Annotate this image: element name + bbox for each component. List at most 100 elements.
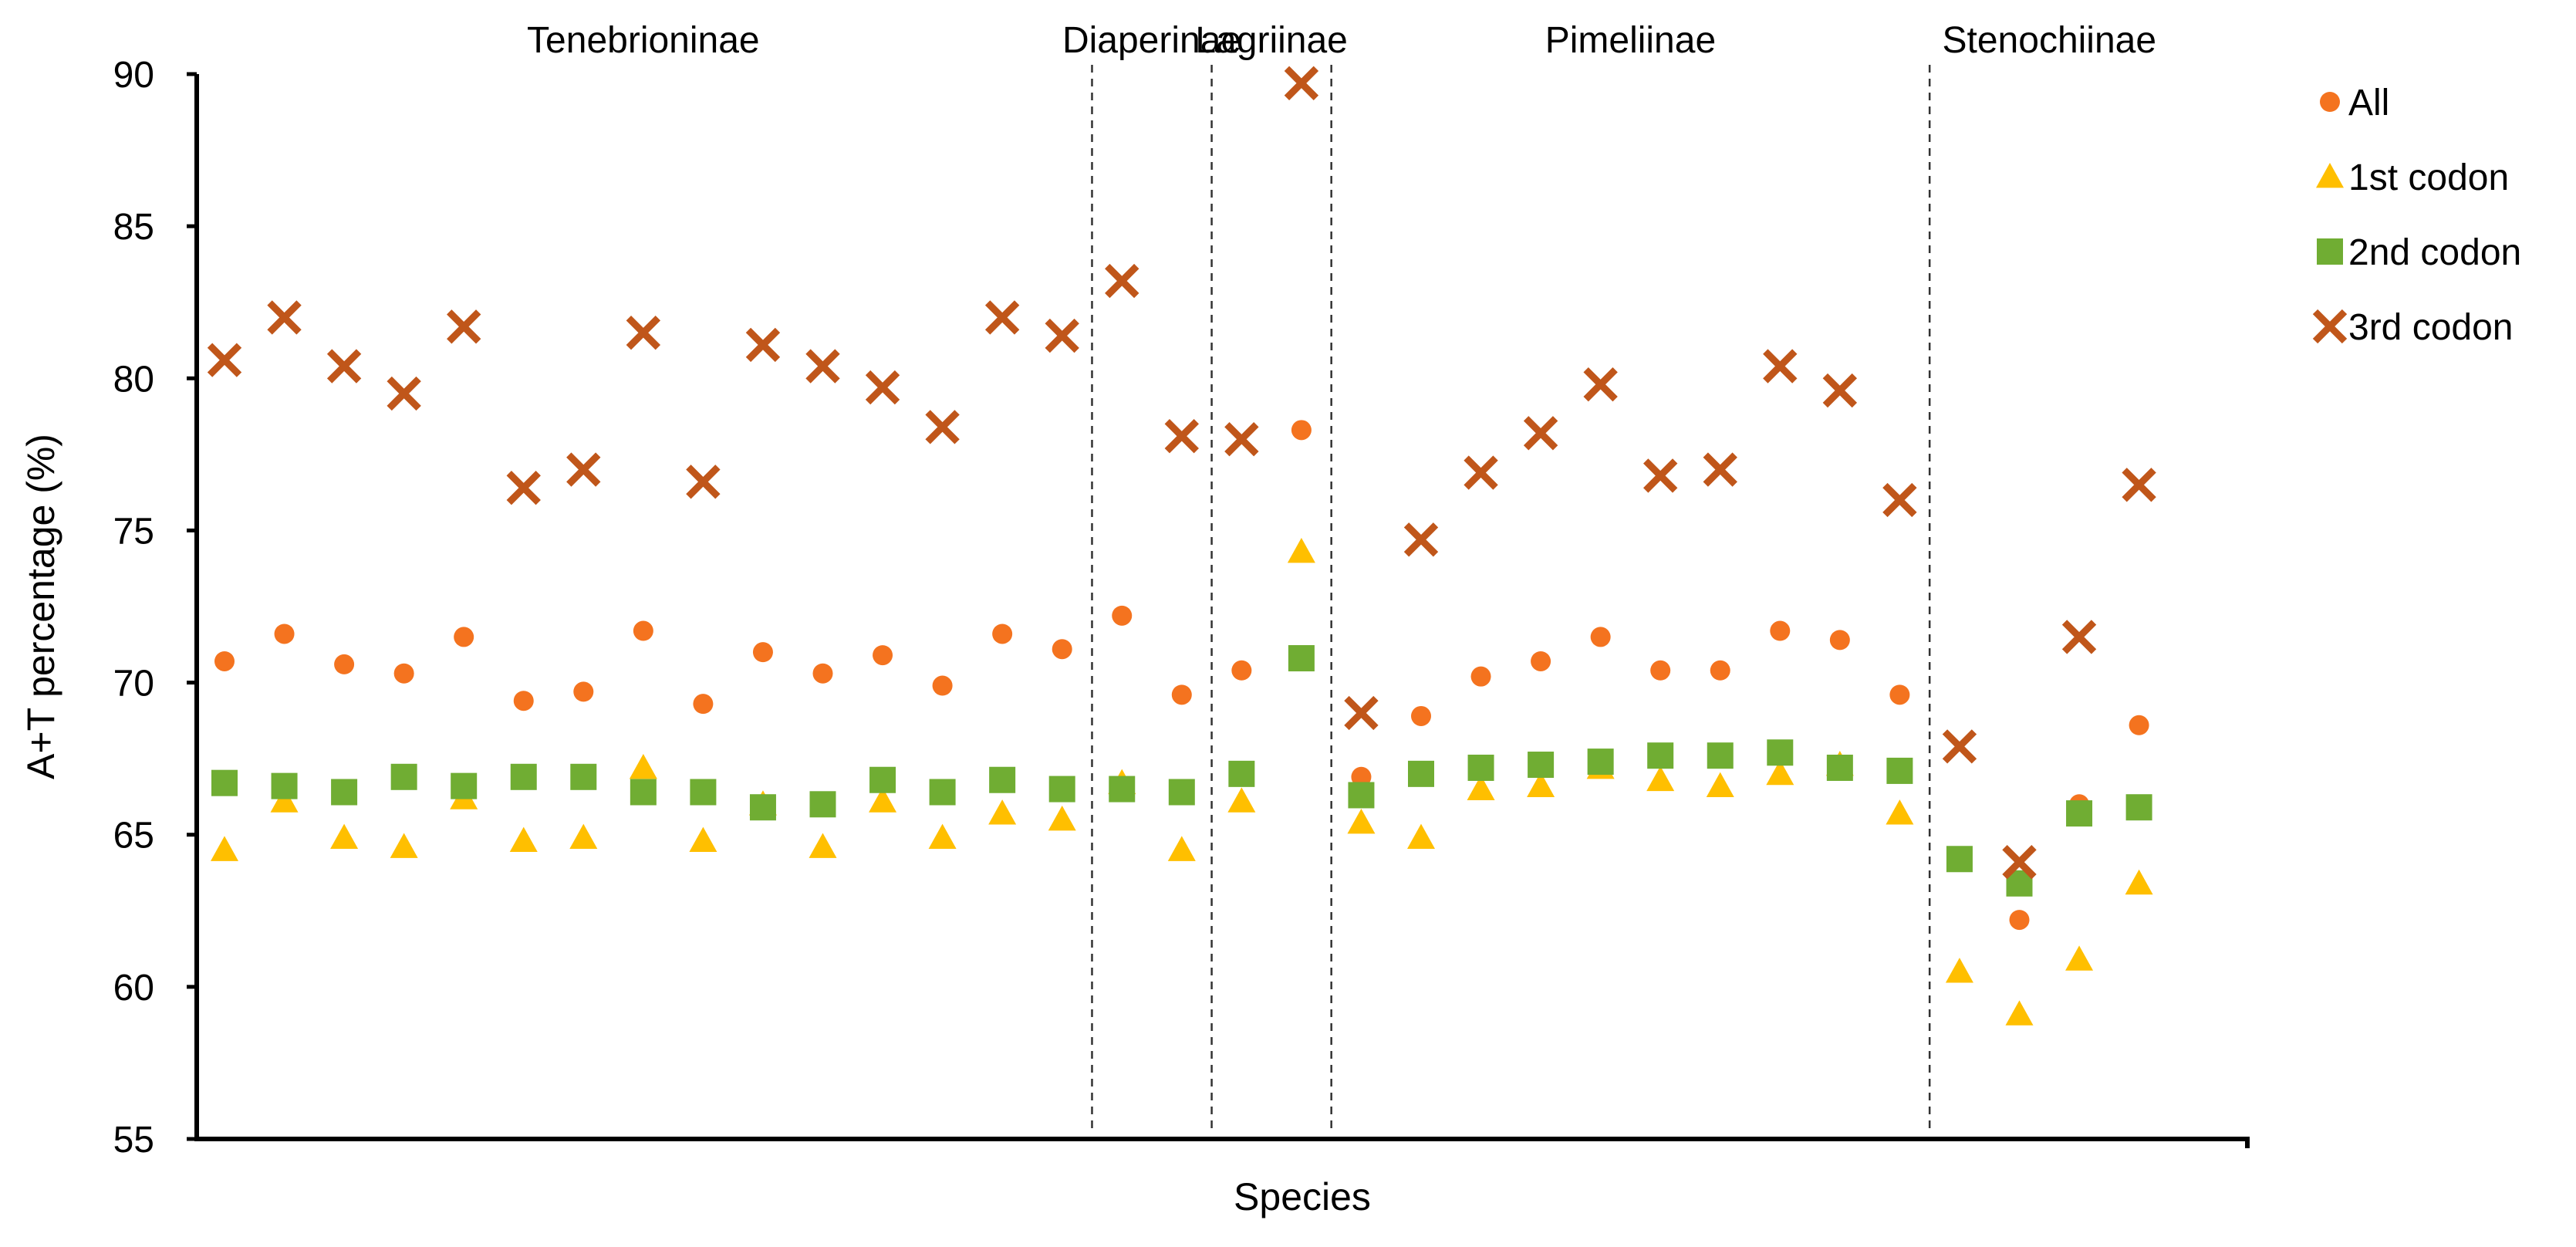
data-point-all bbox=[932, 675, 953, 696]
data-point-3rd-codon bbox=[626, 315, 661, 350]
data-point-3rd-codon bbox=[1464, 455, 1498, 490]
data-point-1st-codon bbox=[2125, 869, 2153, 895]
data-point-all bbox=[992, 624, 1013, 644]
data-point-2nd-codon bbox=[570, 763, 597, 790]
data-point-all bbox=[1829, 630, 1850, 651]
data-point-all bbox=[274, 624, 295, 644]
data-point-3rd-codon bbox=[1882, 482, 1917, 518]
data-point-3rd-codon bbox=[1822, 373, 1858, 408]
data-point-all bbox=[573, 681, 594, 702]
data-point-2nd-codon bbox=[2066, 800, 2093, 827]
data-point-all bbox=[1531, 651, 1551, 671]
data-point-1st-codon bbox=[988, 799, 1017, 825]
y-tick-label: 70 bbox=[113, 664, 154, 705]
data-point-2nd-codon bbox=[749, 794, 776, 821]
data-point-2nd-codon bbox=[1946, 846, 1973, 873]
data-point-all bbox=[633, 620, 653, 641]
data-point-2nd-codon bbox=[1647, 742, 1674, 769]
data-point-1st-codon bbox=[569, 823, 598, 850]
data-point-2nd-codon bbox=[211, 769, 238, 796]
series-3rd-codon bbox=[207, 66, 2156, 880]
data-point-1st-codon bbox=[1527, 772, 1555, 798]
data-point-2nd-codon bbox=[1408, 760, 1434, 787]
y-tick-label: 75 bbox=[113, 511, 154, 552]
data-point-2nd-codon bbox=[510, 763, 537, 790]
data-point-3rd-codon bbox=[1105, 263, 1139, 299]
data-point-all bbox=[1411, 705, 1431, 726]
data-point-1st-codon bbox=[689, 826, 717, 852]
data-point-3rd-codon bbox=[326, 349, 362, 384]
legend-label: 1st codon bbox=[2348, 157, 2509, 198]
data-point-1st-codon bbox=[390, 833, 418, 858]
data-point-1st-codon bbox=[629, 753, 657, 779]
y-tick-label: 65 bbox=[113, 816, 154, 857]
data-point-1st-codon bbox=[928, 823, 957, 850]
data-point-1st-codon bbox=[2065, 945, 2094, 971]
legend-item: All bbox=[2320, 83, 2389, 123]
data-point-2nd-codon bbox=[331, 779, 358, 806]
y-tick-label: 60 bbox=[113, 968, 154, 1009]
data-point-1st-codon bbox=[1407, 823, 1435, 850]
data-point-1st-codon bbox=[2005, 1000, 2034, 1026]
data-point-2nd-codon bbox=[1528, 752, 1555, 779]
data-point-3rd-codon bbox=[1045, 318, 1079, 353]
legend-label: 3rd codon bbox=[2348, 307, 2514, 348]
data-point-3rd-codon bbox=[1942, 729, 1977, 764]
data-point-2nd-codon bbox=[1767, 739, 1794, 766]
data-point-3rd-codon bbox=[566, 452, 601, 487]
data-point-2nd-codon bbox=[1826, 754, 1853, 781]
data-point-2nd-codon bbox=[1228, 760, 1255, 787]
y-tick-label: 80 bbox=[113, 359, 154, 400]
data-point-all bbox=[1171, 684, 1192, 705]
group-label: Stenochiinae bbox=[1943, 20, 2157, 61]
data-point-1st-codon bbox=[1048, 806, 1076, 831]
data-point-2nd-codon bbox=[1048, 776, 1075, 803]
data-point-all bbox=[1650, 660, 1671, 681]
data-point-1st-codon bbox=[869, 787, 897, 813]
data-point-all bbox=[1291, 420, 1312, 441]
legend-item: 2nd codon bbox=[2317, 232, 2521, 273]
data-point-all bbox=[334, 654, 355, 674]
data-point-3rd-codon bbox=[745, 327, 781, 363]
data-point-3rd-codon bbox=[1224, 421, 1259, 457]
data-point-all bbox=[2009, 910, 2030, 931]
data-point-3rd-codon bbox=[2122, 468, 2156, 502]
data-point-3rd-codon bbox=[984, 300, 1020, 335]
data-point-1st-codon bbox=[1766, 759, 1794, 786]
series-2nd-codon bbox=[211, 645, 2152, 897]
data-point-1st-codon bbox=[1886, 799, 1914, 825]
data-point-1st-codon bbox=[211, 836, 238, 861]
data-point-2nd-codon bbox=[2125, 794, 2152, 821]
data-point-3rd-codon bbox=[1523, 416, 1558, 451]
data-point-all bbox=[1889, 684, 1910, 705]
group-separators bbox=[1091, 65, 1931, 1134]
data-point-all bbox=[693, 694, 714, 715]
data-point-3rd-codon bbox=[1763, 349, 1798, 384]
data-point-2nd-codon bbox=[1348, 782, 1375, 809]
data-point-2nd-codon bbox=[1707, 742, 1734, 769]
data-point-all bbox=[1590, 627, 1611, 647]
data-point-3rd-codon bbox=[1583, 367, 1618, 402]
y-axis-ticks: 55 60 65 70 75 80 85 90 bbox=[113, 55, 197, 1161]
data-point-3rd-codon bbox=[1284, 66, 1319, 101]
data-points bbox=[207, 66, 2156, 1026]
data-point-2nd-codon bbox=[390, 763, 417, 790]
data-point-1st-codon bbox=[1287, 538, 1315, 563]
y-tick-label: 55 bbox=[113, 1120, 154, 1161]
group-label: Pimeliinae bbox=[1545, 20, 1716, 61]
data-point-1st-codon bbox=[1646, 765, 1675, 792]
data-point-2nd-codon bbox=[989, 766, 1016, 793]
data-point-3rd-codon bbox=[686, 465, 721, 499]
data-point-1st-codon bbox=[509, 826, 538, 852]
data-point-2nd-codon bbox=[271, 772, 298, 799]
data-point-all bbox=[454, 627, 474, 647]
data-point-3rd-codon bbox=[1344, 695, 1379, 731]
data-point-2nd-codon bbox=[1587, 749, 1614, 776]
data-point-3rd-codon bbox=[865, 370, 900, 405]
data-point-all bbox=[1770, 620, 1791, 641]
data-point-2nd-codon bbox=[1109, 776, 1136, 803]
legend: All 1st codon 2nd codon 3rd codon bbox=[2312, 83, 2521, 348]
data-point-3rd-codon bbox=[925, 410, 960, 444]
data-point-all bbox=[1710, 660, 1730, 681]
